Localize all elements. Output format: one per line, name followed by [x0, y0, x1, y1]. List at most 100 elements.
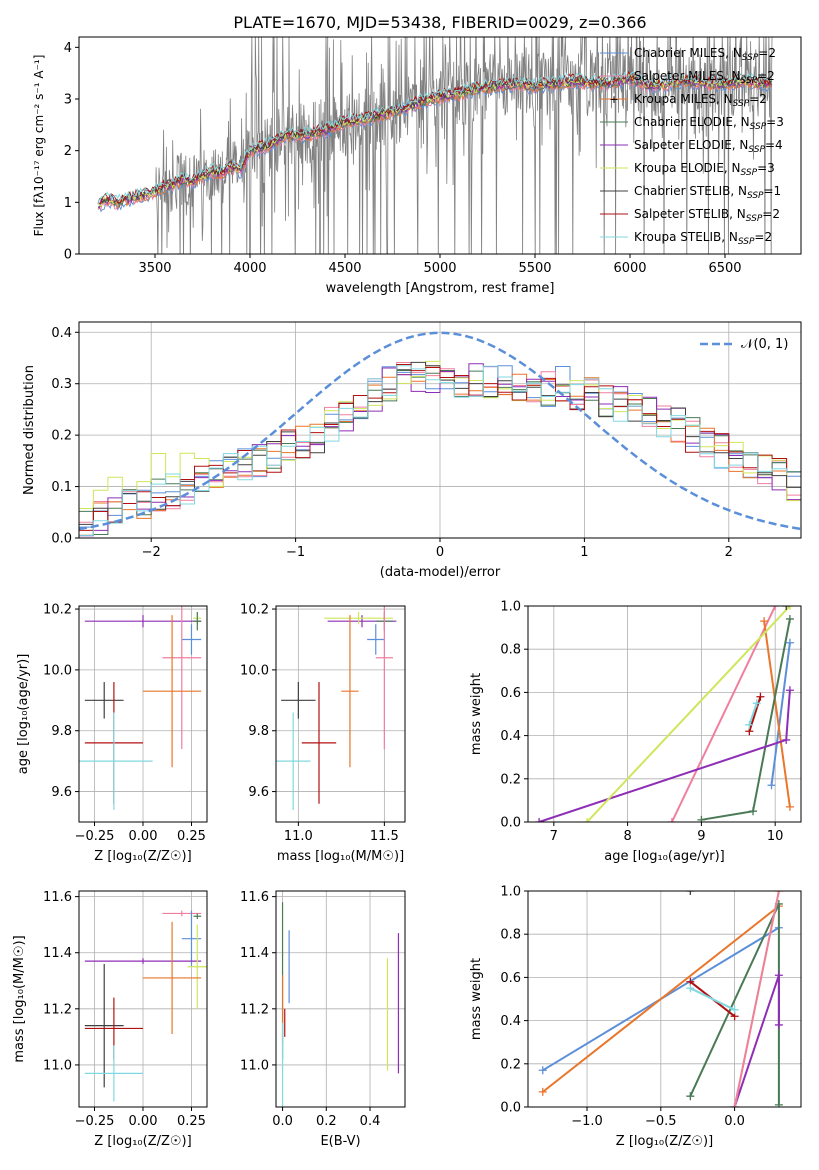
errorbar-kroupa_stelib	[79, 712, 153, 810]
x-axis-label: age [log₁₀(age/yr)]	[604, 849, 725, 864]
series-line	[748, 702, 758, 726]
point-marker	[785, 606, 794, 610]
y-tick-label: 1	[64, 196, 72, 211]
legend-entry: Chabrier ELODIE, NSSP=3	[634, 115, 784, 132]
errorbar-chabrier_stelib	[84, 682, 124, 719]
figure-title: PLATE=1670, MJD=53438, FIBERID=0029, z=0…	[233, 13, 646, 32]
series-line	[748, 696, 762, 732]
y-tick-label: 9.6	[248, 785, 269, 800]
plot-area	[97, 37, 773, 254]
y-tick-label: 11.0	[43, 1058, 72, 1073]
y-tick-label: 0.2	[500, 1057, 521, 1072]
series-line	[586, 606, 791, 822]
errorbar-kroupa_stelib	[276, 712, 311, 810]
axes-frame	[527, 605, 802, 823]
y-tick-label: 0.1	[51, 480, 72, 495]
y-tick-label: 0.4	[500, 1014, 521, 1029]
plot-area	[535, 606, 794, 822]
y-tick-label: 0.2	[51, 429, 72, 444]
legend-entry: Kroupa STELIB, NSSP=2	[634, 230, 772, 247]
panel-spectrum: 3500 4000 4500 5000 5500 6000 6500 0 1 2 3 4 wavelen…	[32, 36, 802, 296]
panel-weight_vs_Z: −1.0 −0.5 0.0 0.0 0.2 0.4 0.6 0.8 1.0 Z [log₁₀(Z/…	[469, 885, 802, 1149]
x-tick-label: 0.00	[129, 829, 158, 844]
x-tick-label: 0.00	[129, 1114, 158, 1129]
errorbar-kroupa_elodie	[187, 924, 207, 1009]
legend-entry: Salpeter STELIB, NSSP=2	[634, 207, 780, 224]
y-axis-label: mass [log₁₀(M/M☉)]	[12, 935, 27, 1062]
y-tick-label: 11.0	[240, 1058, 269, 1073]
x-tick-label: 0.25	[177, 1114, 206, 1129]
x-tick-label: 7	[550, 829, 558, 844]
y-tick-label: 0.0	[500, 816, 521, 831]
x-axis-label: mass [log₁₀(M/M☉)]	[277, 849, 404, 864]
point-marker	[686, 984, 695, 993]
plot-area	[79, 331, 801, 537]
x-axis-label: wavelength [Angstrom, rest frame]	[326, 281, 555, 296]
x-tick-label: −0.25	[75, 1114, 115, 1129]
legend-entry: Kroupa MILES, NSSP=2	[634, 92, 767, 109]
legend-entry: Chabrier STELIB, NSSP=1	[634, 184, 781, 201]
y-tick-label: 11.2	[43, 1002, 72, 1017]
y-tick-label: 10.0	[43, 663, 72, 678]
legend-entry: Kroupa ELODIE, NSSP=3	[634, 161, 775, 178]
point-marker	[782, 735, 791, 744]
point-marker	[667, 818, 676, 822]
x-tick-label: 0.2	[316, 1114, 337, 1129]
y-tick-label: 2	[64, 144, 72, 159]
panel-weight_vs_age: 7 8 9 10 0.0 0.2 0.4 0.6 0.8 1.0 age [log₁₀(age/yr…	[469, 600, 802, 864]
series-salpeter_elodie	[535, 686, 794, 822]
series-chabrier_elodie	[686, 899, 783, 1107]
errorbar-salpeter_elodie	[84, 958, 202, 964]
point-marker	[538, 1066, 547, 1075]
x-tick-label: 0.0	[272, 1114, 293, 1129]
y-tick-label: 0.2	[500, 772, 521, 787]
point-marker	[535, 818, 544, 822]
y-tick-label: 0.4	[500, 729, 521, 744]
point-marker	[686, 891, 695, 895]
point-marker	[752, 699, 761, 708]
histogram-salpeter_stelib	[79, 364, 801, 531]
y-tick-label: 0.8	[500, 928, 521, 943]
plot-area	[79, 606, 202, 810]
legend-entry: Salpeter MILES, NSSP=2	[634, 69, 775, 86]
errorbar-chabrier_stelib	[84, 963, 124, 1088]
point-marker	[785, 614, 794, 623]
x-tick-label: −0.5	[645, 1114, 677, 1129]
point-marker	[774, 1020, 783, 1029]
point-marker	[745, 720, 754, 729]
errorbar-kroupa_miles	[341, 615, 359, 768]
series-salpeter_miles	[667, 606, 780, 822]
y-axis-label: mass weight	[469, 673, 484, 755]
series-chabrier_stelib	[782, 606, 791, 610]
point-marker	[774, 971, 783, 980]
y-tick-label: 9.6	[51, 785, 72, 800]
x-axis-label: E(B-V)	[320, 1134, 360, 1149]
y-tick-label: 0.0	[500, 1101, 521, 1116]
x-tick-label: 8	[623, 829, 631, 844]
y-tick-label: 3	[64, 93, 72, 108]
model-spectrum-kroupa_stelib	[97, 70, 772, 205]
panel-mass_vs_ebv: 0.0 0.2 0.4 11.0 11.2 11.4 11.6 E(B-V)	[240, 890, 406, 1149]
point-marker	[771, 606, 780, 610]
x-tick-label: 2	[725, 545, 733, 560]
legend-entry: 𝒩(0, 1)	[741, 337, 788, 352]
series-line	[542, 905, 780, 1093]
errorbar-salpeter_miles	[375, 606, 393, 749]
x-tick-label: 6000	[613, 261, 646, 276]
point-marker	[538, 1087, 547, 1096]
errorbar-chabrier_elodie	[193, 612, 202, 631]
y-axis-label: Normed distribution	[22, 365, 37, 495]
histogram-kroupa_stelib	[79, 365, 801, 536]
axes-frame	[78, 36, 802, 255]
y-tick-label: 10.2	[240, 603, 269, 618]
series-line	[538, 690, 791, 822]
x-axis-label: Z [log₁₀(Z/Z☉)]	[616, 1134, 713, 1149]
x-tick-label: 5000	[423, 261, 456, 276]
x-tick-label: −2	[142, 545, 161, 560]
x-tick-label: 4000	[233, 261, 266, 276]
errorbar-salpeter_elodie	[84, 615, 202, 628]
y-tick-label: 9.8	[51, 724, 72, 739]
series-line	[763, 620, 791, 808]
y-tick-label: 0	[64, 248, 72, 263]
y-tick-label: 11.6	[43, 890, 72, 905]
